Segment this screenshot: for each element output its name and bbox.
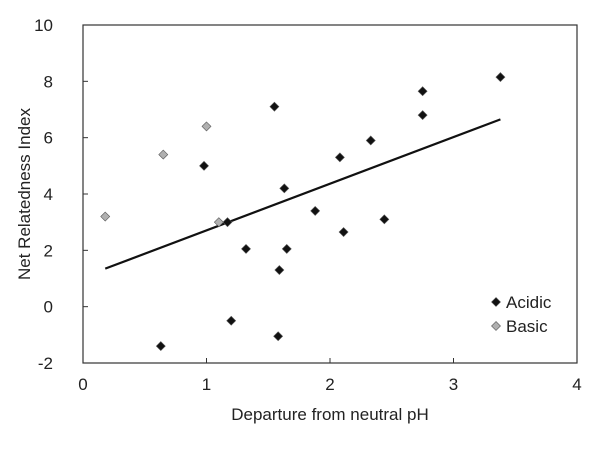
acidic-point bbox=[199, 160, 209, 171]
acidic-point bbox=[495, 72, 506, 83]
y-tick-label: 0 bbox=[44, 298, 53, 317]
trend-line bbox=[104, 118, 501, 270]
x-tick-label: 2 bbox=[325, 375, 334, 394]
acidic-point bbox=[273, 331, 284, 342]
y-tick-label: 4 bbox=[44, 185, 53, 204]
legend-label-basic: Basic bbox=[506, 317, 548, 336]
y-tick-label: -2 bbox=[38, 354, 53, 373]
acidic-point bbox=[365, 135, 376, 146]
acidic-point bbox=[334, 152, 345, 163]
basic-point bbox=[213, 217, 224, 228]
x-tick-label: 1 bbox=[202, 375, 211, 394]
legend-label-acidic: Acidic bbox=[506, 293, 552, 312]
acidic-point bbox=[417, 110, 428, 121]
acidic-point bbox=[274, 265, 285, 275]
y-tick-label: 6 bbox=[44, 129, 53, 148]
x-axis-title: Departure from neutral pH bbox=[231, 405, 428, 424]
acidic-point bbox=[417, 86, 428, 97]
acidic-point bbox=[338, 227, 349, 237]
x-tick-label: 4 bbox=[572, 375, 581, 394]
acidic-point bbox=[241, 244, 251, 254]
acidic-point bbox=[269, 101, 280, 112]
acidic-point bbox=[279, 183, 290, 194]
basic-point bbox=[100, 211, 111, 222]
acidic-point bbox=[281, 244, 292, 254]
x-tick-label: 0 bbox=[78, 375, 87, 394]
y-tick-label: 8 bbox=[44, 72, 53, 91]
y-tick-label: 2 bbox=[44, 241, 53, 260]
basic-point bbox=[201, 121, 212, 132]
legend-marker-acidic bbox=[491, 297, 501, 307]
acidic-point bbox=[310, 205, 321, 216]
acidic-point bbox=[226, 315, 237, 326]
legend-marker-basic bbox=[491, 321, 501, 331]
y-axis-title: Net Relatedness Index bbox=[15, 108, 34, 280]
x-tick-label: 3 bbox=[449, 375, 458, 394]
basic-point bbox=[158, 149, 169, 160]
acidic-point bbox=[379, 214, 390, 225]
acidic-point bbox=[155, 341, 166, 352]
y-tick-label: 10 bbox=[34, 16, 53, 35]
acidic-point bbox=[222, 217, 233, 228]
